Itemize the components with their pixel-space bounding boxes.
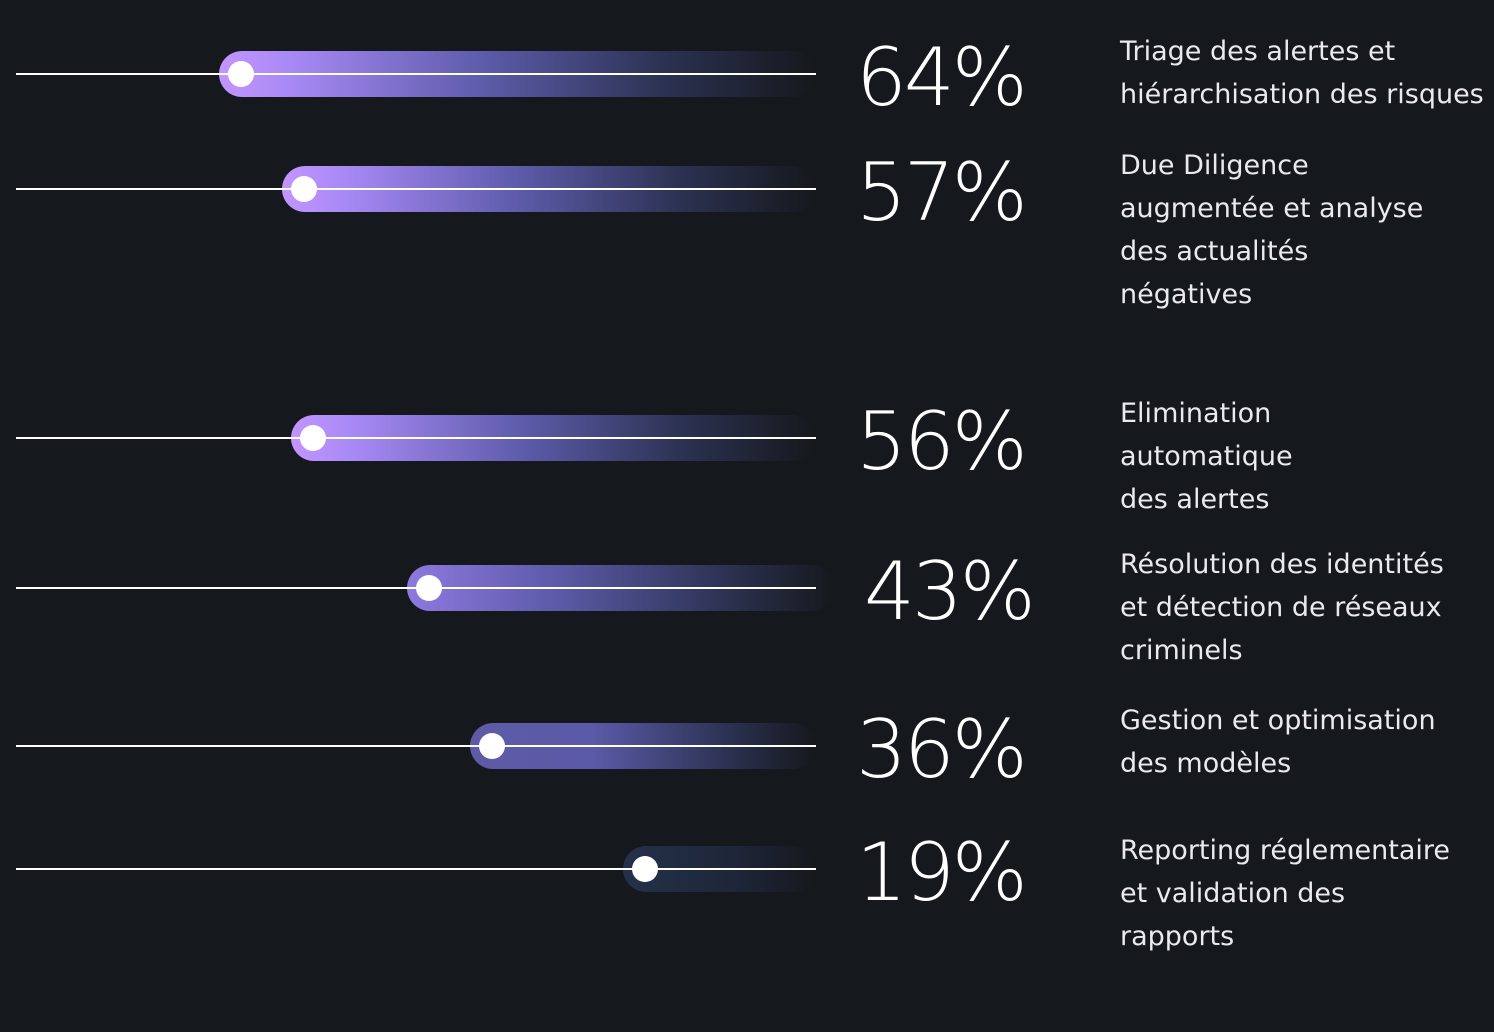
category-label: Triage des alertes et hiérarchisation de… (1120, 36, 1484, 110)
category-label: Résolution des identités et détection de… (1120, 549, 1444, 666)
bar-row: 64% (0, 38, 1494, 118)
value-marker-dot (227, 61, 254, 87)
value-label: 19% (856, 826, 1028, 919)
value-label: 43% (864, 545, 1036, 638)
category-label: Due Diligence augmentée et analyse des a… (1120, 150, 1424, 310)
bar-row: 57% (0, 153, 1494, 233)
value-label: 57% (856, 146, 1028, 239)
bar-baseline (16, 587, 816, 589)
bar-row: 56% (0, 402, 1494, 482)
bar-baseline (16, 437, 816, 439)
category-label: Gestion et optimisation des modèles (1120, 705, 1436, 779)
value-label: 36% (856, 703, 1028, 796)
value-label: 64% (856, 31, 1028, 124)
value-marker-dot (632, 856, 659, 882)
bar-row: 43% (0, 552, 1494, 632)
bar-baseline (16, 868, 816, 870)
category-label: Reporting réglementaire et validation de… (1120, 835, 1450, 952)
value-marker-dot (299, 425, 326, 451)
category-label: Elimination automatique des alertes (1120, 398, 1293, 515)
value-marker-dot (479, 733, 506, 759)
value-label: 56% (856, 395, 1028, 488)
value-marker-dot (290, 176, 317, 202)
value-marker-dot (416, 575, 443, 601)
bar-baseline (16, 188, 816, 190)
bar-row: 36% (0, 710, 1494, 790)
bar-row: 19% (0, 833, 1494, 913)
bar-baseline (16, 745, 816, 747)
bar-baseline (16, 73, 816, 75)
